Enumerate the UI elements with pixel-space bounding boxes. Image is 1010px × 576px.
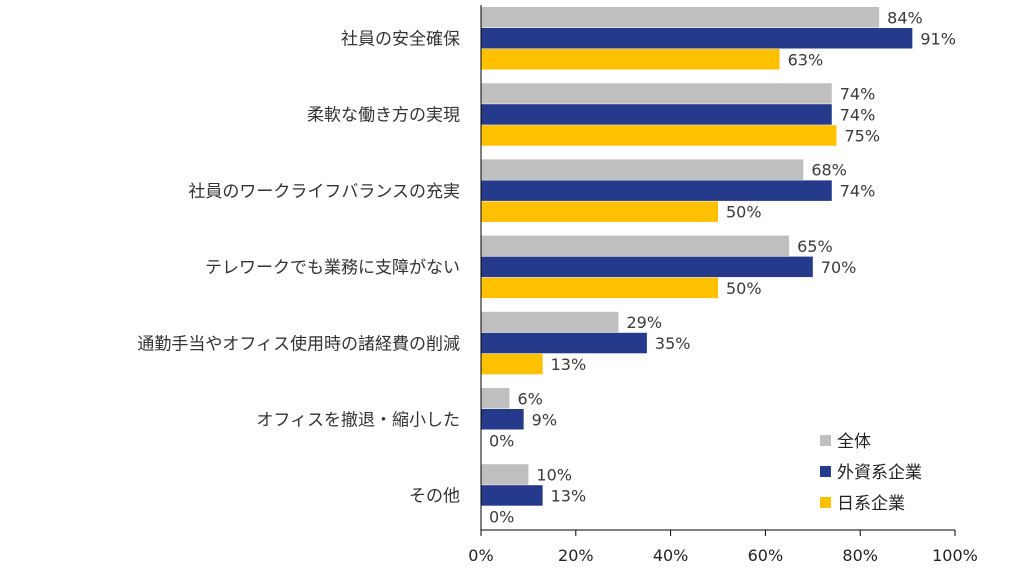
value-label-日系企業-5: 13% — [551, 355, 587, 374]
value-label-全体-7: 10% — [536, 465, 572, 484]
x-tick-label-2: 20% — [558, 546, 594, 565]
bar-外資系企業-1 — [481, 28, 913, 49]
x-tick-label-3: 40% — [653, 546, 689, 565]
bar-全体-3 — [481, 159, 804, 180]
category-label-3: 社員のワークライフバランスの充実 — [188, 182, 460, 202]
value-label-全体-3: 68% — [811, 161, 847, 180]
category-label-7: その他 — [409, 487, 460, 507]
category-label-6: オフィスを撤退・縮小した — [256, 411, 460, 431]
bar-外資系企業-4 — [481, 256, 813, 278]
value-label-外資系企業-3: 74% — [840, 182, 876, 201]
bar-日系企業-1 — [481, 49, 780, 70]
value-label-外資系企業-6: 9% — [532, 410, 557, 429]
value-label-日系企業-1: 63% — [788, 50, 824, 69]
value-label-日系企業-4: 50% — [726, 279, 762, 298]
bar-全体-1 — [481, 7, 880, 28]
category-label-5: 通勤手当やオフィス使用時の諸経費の削減 — [137, 333, 460, 354]
bar-全体-5 — [481, 311, 619, 333]
x-tick-label-5: 80% — [842, 546, 878, 565]
category-labels-group: 社員の安全確保柔軟な働き方の実現社員のワークライフバランスの充実テレワークでも業… — [137, 30, 460, 507]
bar-外資系企業-5 — [481, 332, 647, 354]
value-label-外資系企業-7: 13% — [551, 486, 587, 505]
value-label-外資系企業-4: 70% — [821, 258, 857, 277]
legend-swatch-外資系企業 — [820, 466, 831, 477]
x-tick-label-1: 0% — [468, 546, 493, 565]
legend-label-日系企業: 日系企業 — [837, 494, 905, 514]
value-label-全体-2: 74% — [840, 84, 876, 103]
legend-label-外資系企業: 外資系企業 — [837, 463, 922, 483]
value-label-日系企業-3: 50% — [726, 203, 762, 222]
category-label-4: テレワークでも業務に支障がない — [205, 258, 460, 278]
value-label-全体-4: 65% — [797, 237, 833, 256]
value-label-日系企業-6: 0% — [489, 431, 514, 450]
bar-全体-4 — [481, 235, 790, 257]
category-label-1: 社員の安全確保 — [341, 30, 460, 50]
bar-全体-2 — [481, 83, 832, 104]
bar-外資系企業-6 — [481, 409, 524, 430]
bars-group — [481, 7, 913, 506]
bar-日系企業-5 — [481, 353, 543, 375]
value-label-外資系企業-2: 74% — [840, 105, 876, 124]
bar-外資系企業-7 — [481, 485, 543, 506]
category-label-2: 柔軟な働き方の実現 — [307, 106, 460, 126]
value-label-全体-5: 29% — [626, 313, 662, 332]
value-label-全体-1: 84% — [887, 8, 923, 27]
value-label-外資系企業-5: 35% — [655, 334, 691, 353]
value-label-外資系企業-1: 91% — [920, 29, 956, 48]
value-label-日系企業-7: 0% — [489, 507, 514, 526]
legend-swatch-日系企業 — [820, 497, 831, 508]
value-label-全体-6: 6% — [517, 389, 542, 408]
legend-swatch-全体 — [820, 435, 831, 446]
bar-外資系企業-2 — [481, 104, 832, 125]
bar-全体-7 — [481, 464, 529, 485]
bar-日系企業-3 — [481, 201, 718, 222]
x-tick-label-4: 60% — [748, 546, 784, 565]
value-label-日系企業-2: 75% — [845, 126, 881, 145]
axes-group: 0% 20% 40% 60% 80% 100% — [468, 5, 978, 565]
x-tick-label-6: 100% — [932, 546, 978, 565]
value-labels-group: 84% 91% 63% 74% 74% 75% 68% 74% 50% 65% 70% 50% 29% 3… — [489, 8, 956, 526]
bar-外資系企業-3 — [481, 180, 832, 201]
legend-label-全体: 全体 — [837, 432, 871, 452]
bar-全体-6 — [481, 388, 510, 409]
bar-日系企業-2 — [481, 125, 837, 146]
bar-日系企業-4 — [481, 277, 718, 299]
